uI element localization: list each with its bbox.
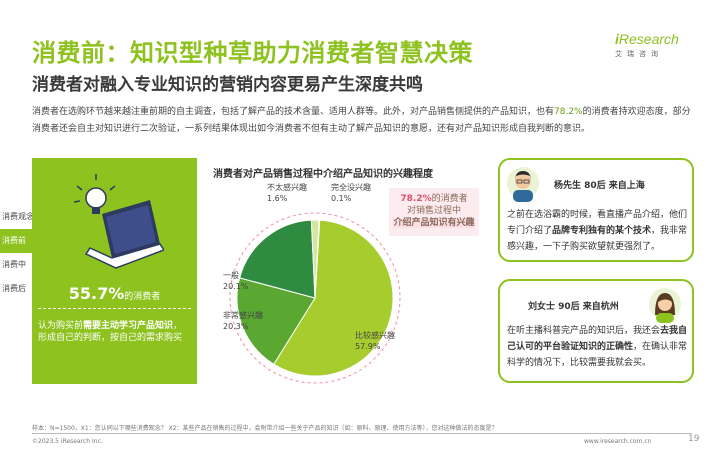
avatar-woman-icon	[649, 288, 681, 323]
intro-text: 消费者在选购环节越来越注重前期的自主调查，包括了解产品的技术含量、适用人群等。此…	[32, 107, 691, 134]
stat-value: 55.7%	[68, 284, 125, 303]
slice-label: 完全没兴趣	[331, 182, 371, 192]
card-quote: 之前在选浴霸的时候，看直播产品介绍，他们 专门介绍了品牌专利独有的某个技术，我非…	[507, 210, 688, 252]
card-author: 杨先生 80后 来自上海	[554, 181, 645, 191]
section-tabs: 消费观念 消费前 消费中 消费后	[0, 205, 34, 301]
chart-title: 消费者对产品销售过程中介绍产品知识的兴趣程度	[213, 169, 433, 180]
stat-panel: 55.7%的消费者 认为购买前需要主动学习产品知识， 形成自己的判断，按自己的需…	[32, 158, 197, 384]
pie-slice	[314, 219, 321, 299]
tab-pre-consumption[interactable]: 消费前	[0, 229, 32, 253]
slice-label: 非常感兴趣	[223, 310, 263, 320]
callout-percent: 78.2%	[400, 194, 432, 204]
page-title: 消费前：知识型种草助力消费者智慧决策	[32, 39, 473, 67]
card-quote: 在听主播科普完产品的知识后，我还会去我自 己认可的平台验证知识的正确性，在确认非…	[507, 326, 688, 368]
testimonial-card-liu: 刘女士 90后 来自杭州 在听主播科普完产品的知识后，我还会去我自 己认可的平台…	[498, 279, 694, 383]
chart-callout: 78.2%的消费者 对销售过程中 介绍产品知识有兴趣	[393, 194, 475, 228]
tab-consumption-concept[interactable]: 消费观念	[2, 212, 34, 221]
laptop-lightbulb-icon	[73, 174, 164, 269]
slice-value-label: 0.1%	[331, 194, 352, 203]
website-link[interactable]: www.iresearch.com.cn	[584, 438, 652, 445]
testimonial-card-yang: 杨先生 80后 来自上海 之前在选浴霸的时候，看直播产品介绍，他们 专门介绍了品…	[498, 158, 694, 262]
page-number: 19	[688, 434, 700, 444]
page-subtitle: 消费者对融入专业知识的营销内容更易产生深度共鸣	[32, 75, 423, 95]
stat-label: 的消费者	[124, 292, 161, 302]
slice-value-label: 57.9%	[355, 342, 381, 351]
footnote: 样本：N=1500，X1：您认同以下哪些消费观念？ X2：某些产品在销售的过程中…	[32, 425, 498, 432]
card-author: 刘女士 90后 来自杭州	[528, 302, 619, 312]
avatar-man-icon	[507, 167, 539, 202]
pie-slice	[239, 219, 316, 299]
callout-background	[389, 188, 479, 236]
slice-label: 不太感兴趣	[267, 182, 307, 192]
slice-label: 一般	[223, 270, 239, 280]
copyright: ©2023.5 iResearch Inc.	[32, 438, 103, 445]
pie-slice	[273, 219, 394, 377]
pie-slice	[236, 277, 316, 365]
divider	[38, 308, 191, 309]
slice-value-label: 20.3%	[223, 322, 249, 331]
slice-value-label: 20.1%	[223, 282, 249, 291]
tab-during-consumption[interactable]: 消费中	[2, 260, 26, 269]
tab-post-consumption[interactable]: 消费后	[2, 284, 26, 293]
highlight-guide	[229, 212, 401, 384]
slice-label: 比较感兴趣	[355, 330, 395, 340]
iresearch-logo: iResearch 艾瑞咨询	[615, 31, 679, 58]
pie-chart: 比较感兴趣 57.9% 非常感兴趣 20.3% 一般 20.1% 不太感兴趣 1.6% 完全没兴…	[223, 182, 401, 384]
stat-description: 认为购买前需要主动学习产品知识， 形成自己的判断，按自己的需求购买	[38, 321, 183, 343]
footer-divider	[32, 433, 692, 434]
slice-value-label: 1.6%	[267, 194, 288, 203]
